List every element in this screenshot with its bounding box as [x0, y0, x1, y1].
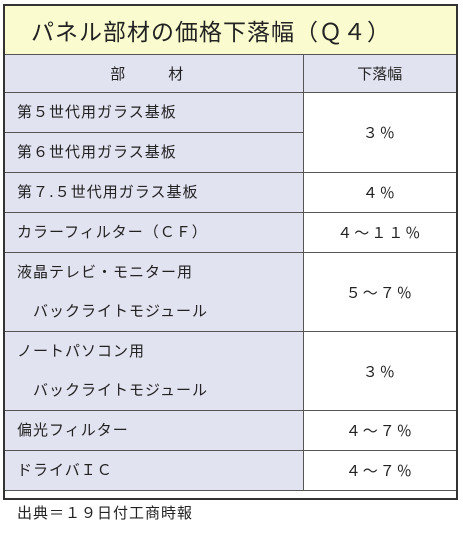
- decline-cell: ３％: [303, 331, 456, 411]
- table-row: ドライバＩＣ ４〜７％: [5, 450, 456, 491]
- table-title: パネル部材の価格下落幅（Ｑ４）: [5, 6, 456, 55]
- decline-cell: ３％: [303, 92, 456, 173]
- table-row: ノートパソコン用 バックライトモジュール ３％: [5, 331, 456, 411]
- material-cell: 第５世代用ガラス基板 第６世代用ガラス基板: [5, 92, 304, 173]
- header-row: 部 材 下落幅: [5, 55, 456, 93]
- decline-cell: ４％: [303, 172, 456, 213]
- header-decline: 下落幅: [303, 55, 456, 93]
- material-line: カラーフィルター（ＣＦ）: [17, 223, 208, 241]
- decline-cell: ４〜７％: [303, 450, 456, 491]
- price-decline-table-frame: パネル部材の価格下落幅（Ｑ４） 部 材 下落幅 第５世代用ガラス基板 第６世代用…: [3, 4, 458, 522]
- decline-cell: ４〜７％: [303, 410, 456, 451]
- material-line: 偏光フィルター: [17, 421, 129, 439]
- decline-cell: ４〜１１％: [303, 212, 456, 253]
- material-line: 第７.５世代用ガラス基板: [17, 183, 199, 201]
- table-row: 偏光フィルター ４〜７％: [5, 410, 456, 451]
- material-line: 液晶テレビ・モニター用: [17, 263, 194, 281]
- material-cell: 偏光フィルター: [5, 410, 304, 451]
- table-row: 液晶テレビ・モニター用 バックライトモジュール ５〜７％: [5, 252, 456, 332]
- material-cell: 第７.５世代用ガラス基板: [5, 172, 304, 213]
- material-cell: ノートパソコン用 バックライトモジュール: [5, 331, 304, 411]
- table-row: 第５世代用ガラス基板 第６世代用ガラス基板 ３％: [5, 92, 456, 173]
- table-row: 第７.５世代用ガラス基板 ４％: [5, 172, 456, 213]
- material-line: 第６世代用ガラス基板: [5, 132, 303, 172]
- material-cell: ドライバＩＣ: [5, 450, 304, 491]
- price-decline-table: 部 材 下落幅 第５世代用ガラス基板 第６世代用ガラス基板 ３％ 第７.５世代用…: [5, 55, 456, 491]
- material-line: ノートパソコン用: [17, 342, 146, 360]
- material-line: 第５世代用ガラス基板: [17, 103, 177, 121]
- header-material: 部 材: [5, 55, 304, 93]
- material-line: バックライトモジュール: [33, 302, 208, 320]
- decline-cell: ５〜７％: [303, 252, 456, 332]
- material-line: バックライトモジュール: [33, 381, 208, 399]
- material-cell: カラーフィルター（ＣＦ）: [5, 212, 304, 253]
- source-footer: 出典＝１９日付工商時報: [17, 503, 194, 522]
- table-row: カラーフィルター（ＣＦ） ４〜１１％: [5, 212, 456, 253]
- material-line: ドライバＩＣ: [17, 461, 113, 479]
- material-cell: 液晶テレビ・モニター用 バックライトモジュール: [5, 252, 304, 332]
